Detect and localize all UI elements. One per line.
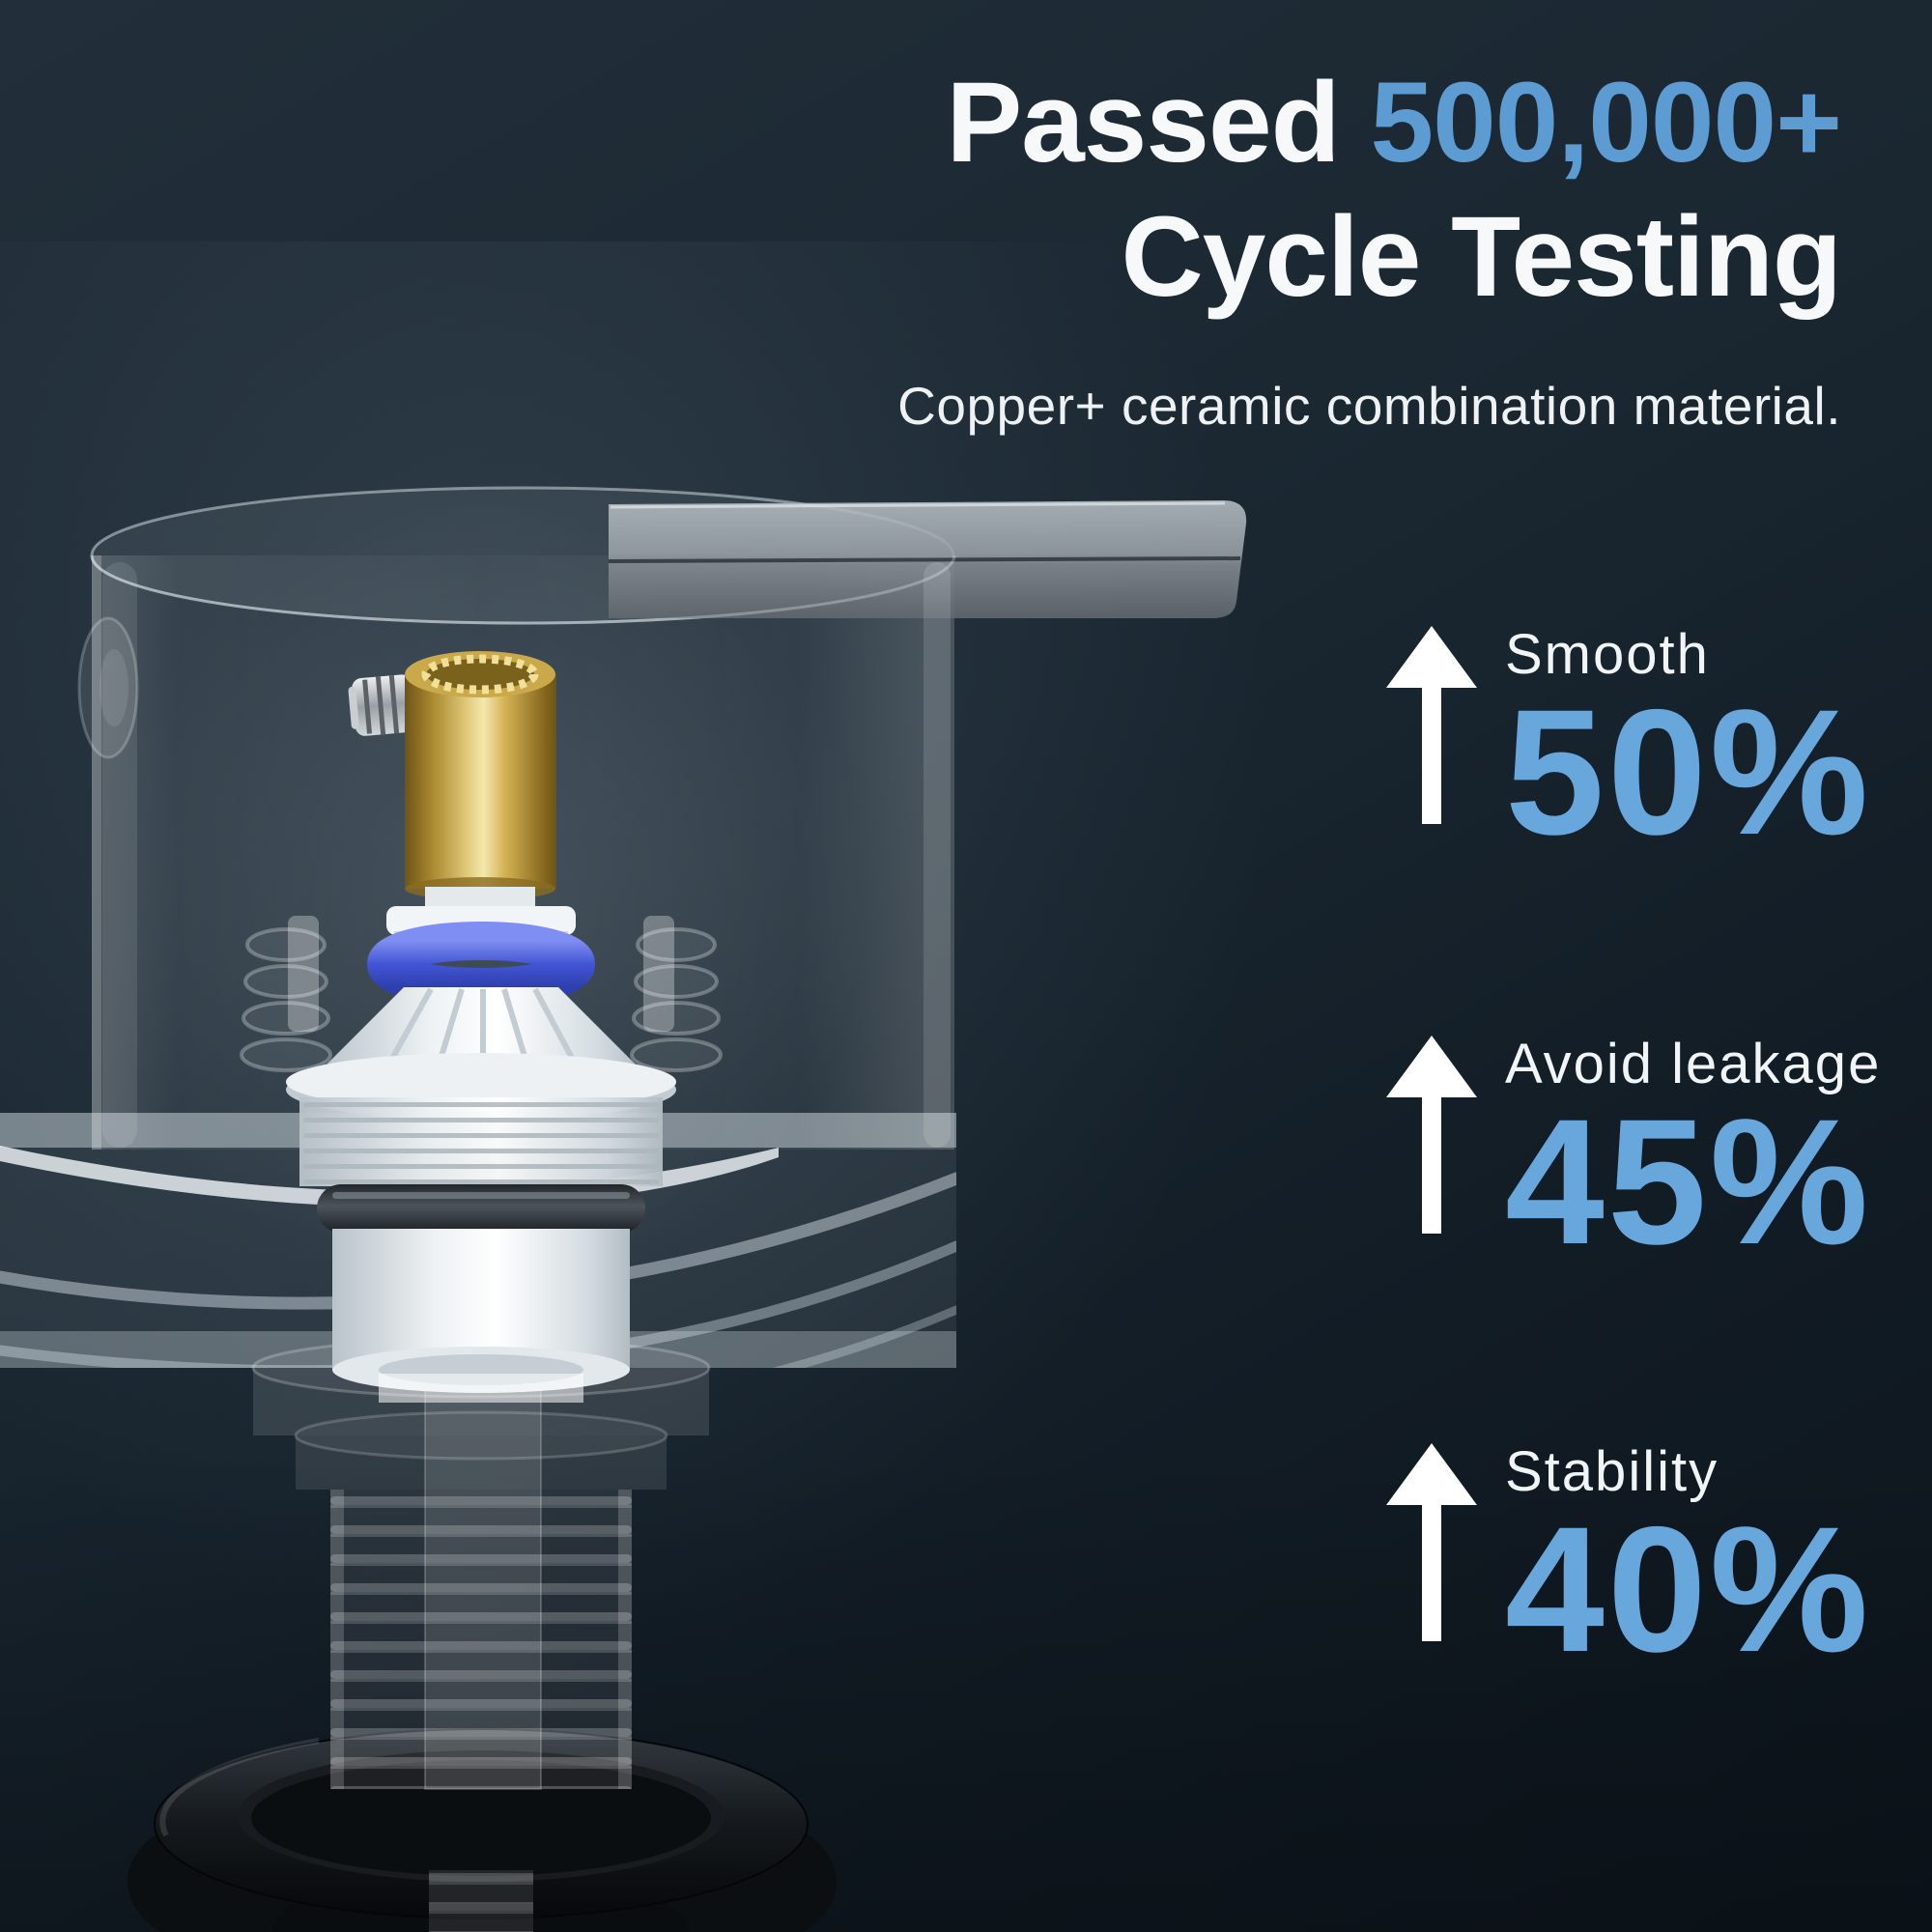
headline: Passed 500,000+ Cycle Testing: [946, 56, 1842, 325]
stat-smooth: Smooth 50%: [1383, 623, 1872, 872]
cartridge-lower-cylinder: [332, 1229, 630, 1403]
cartridge-threaded-section: [299, 1097, 663, 1186]
glass-rim-highlight: [90, 554, 956, 625]
faucet-handle: [608, 500, 1247, 618]
headline-passed-text: Passed: [946, 59, 1340, 186]
cartridge-spline-cone: [288, 916, 674, 1074]
headline-line2: Cycle Testing: [1121, 193, 1842, 322]
up-arrow-icon: [1386, 626, 1477, 824]
stat-text: Stability 40%: [1505, 1440, 1872, 1690]
stat-text: Smooth 50%: [1505, 623, 1872, 872]
glass-reflections: [92, 555, 951, 1150]
stat-value: 40%: [1505, 1490, 1872, 1690]
stat-label: Stability: [1505, 1440, 1719, 1503]
stat-avoid-leakage: Avoid leakage 45%: [1383, 1033, 1882, 1282]
cartridge-set-screw: [348, 674, 415, 736]
faucet-cutaway-illustration: [0, 486, 1247, 1932]
headline-cycle-count: 500,000+: [1370, 59, 1842, 186]
stat-text: Avoid leakage 45%: [1505, 1033, 1882, 1282]
up-arrow-icon: [1386, 1036, 1477, 1234]
cartridge-brass-stem: [405, 651, 556, 900]
stat-label: Avoid leakage: [1505, 1033, 1882, 1095]
stat-value: 50%: [1505, 672, 1872, 872]
headline-line1: Passed 500,000+: [946, 56, 1842, 190]
stat-value: 45%: [1505, 1082, 1872, 1282]
stat-stability: Stability 40%: [1383, 1440, 1872, 1690]
valve-cartridge: [286, 651, 676, 1403]
mounting-base: [128, 1728, 837, 1932]
cartridge-seal-ring: [317, 1184, 645, 1233]
up-arrow-icon: [1386, 1443, 1477, 1641]
cartridge-side-threads: [240, 927, 723, 1072]
stat-label: Smooth: [1505, 623, 1710, 686]
subtitle: Copper+ ceramic combination material.: [897, 376, 1841, 436]
